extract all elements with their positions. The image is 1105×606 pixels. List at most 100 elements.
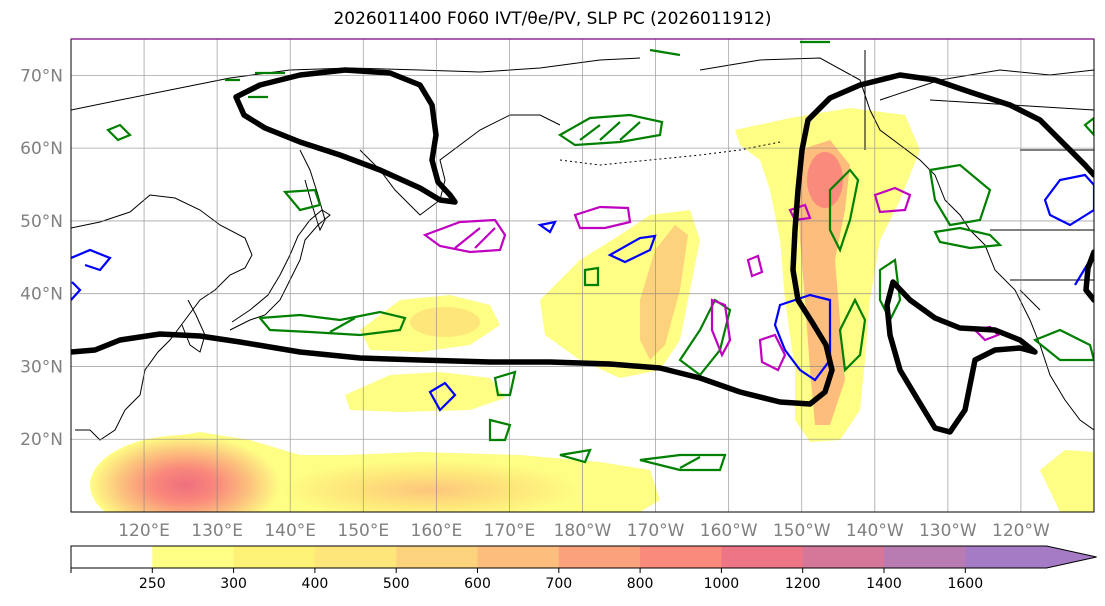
slp-pc-contour [71,72,1094,407]
sakhalin-coastline [299,149,326,232]
colorbar-segment [396,546,478,568]
pv-contour [873,186,912,214]
x-tick-label: 180°W [554,521,612,541]
colorbar [70,545,1097,569]
theta-e-contour [928,163,992,227]
colorbar-ticks: 250 300 400 500 600 700 800 1000 1200 1400 1600 [70,568,983,592]
theta-e-contour [678,298,732,377]
theta-e-contour [488,418,512,442]
x-tick-label: 160°E [411,521,463,541]
slp-pc-contour [1083,249,1094,303]
colorbar-tick-label: 400 [302,576,329,592]
ivt-shading [90,108,1094,512]
x-tick-label: 140°E [264,521,316,541]
colorbar-segment [71,546,153,568]
pv-contour [573,205,632,230]
japan-coastline [229,209,331,331]
y-tick-label: 30°N [20,357,63,377]
pv-contour [607,234,657,264]
theta-e-contour [583,266,600,287]
theta-e-contour [838,297,867,373]
theta-e-contour [225,71,285,99]
theta-e-contour [557,113,664,147]
theta-e-contour [639,453,727,472]
theta-e-contour [1032,328,1094,362]
theta-e-contour [282,188,322,212]
y-tick-label: 40°N [20,285,63,305]
colorbar-tick-label: 600 [464,576,491,592]
colorbar-tick-label: 500 [383,576,410,592]
colorbar-tick-label: 800 [627,576,654,592]
theta-e-contour [1083,116,1094,137]
y-axis-ticks: 20°N 30°N 40°N 50°N 60°N 70°N [20,66,63,450]
theta-e-contour [878,258,902,323]
theta-e-contour [933,226,1003,250]
coastlines [71,50,1094,441]
ivt-region-subtropical [280,460,580,512]
theta-e-contour [257,310,407,337]
x-tick-label: 130°W [919,521,977,541]
pv-blue-contours [71,173,1094,412]
colorbar-segment [477,546,560,568]
asia-coastline [71,194,253,441]
theta-e-contour [559,448,592,464]
theta-e-contour [649,40,830,57]
x-tick-label: 160°W [700,521,758,541]
slp-pc-contours [71,67,1094,435]
x-axis-ticks: 120°E 130°E 140°E 150°E 160°E 170°E 180°W 170°W… [118,521,1050,541]
siberia-coastline [71,57,641,111]
colorbar-segment [314,546,397,568]
colorbar-segment-extend [965,546,1097,568]
aleutian-islands [559,141,781,166]
y-tick-label: 20°N [20,430,63,450]
colorbar-outline [70,545,1097,569]
colorbar-segment [233,546,316,568]
pv-contour [428,381,457,412]
x-tick-label: 130°E [191,521,243,541]
ivt-core-west-pacific [90,435,280,512]
colorbar-segment [640,546,722,568]
pv-contour [1043,173,1094,227]
theta-e-contours [106,40,1094,472]
x-tick-label: 150°E [337,521,389,541]
ivt-core-gulf-of-alaska [798,140,850,425]
colorbar-segment [558,546,641,568]
pv-contour [746,254,764,278]
pv-contour [710,298,732,358]
ivt-region-east [1040,450,1094,512]
pv-contour [537,220,557,234]
colorbar-tick-label: 1600 [947,576,983,592]
colorbar-segment [152,546,235,568]
theta-e-contour [493,370,517,397]
korea-coastline [181,299,206,353]
grid [71,39,1094,512]
colorbar-tick-label: 1200 [785,576,821,592]
x-tick-label: 140°W [846,521,904,541]
ivt-peak-gulf-of-alaska [807,152,843,208]
colorbar-tick-label: 700 [545,576,572,592]
theta-e-contour [106,123,132,142]
y-tick-label: 60°N [20,139,63,159]
alaska-interior [879,69,1094,101]
colorbar-segment [721,546,804,568]
kamchatka-coastline [359,114,561,216]
alaska-coastline [699,57,1094,431]
chart-title: 2026011400 F060 IVT/θe/PV, SLP PC (20260… [333,9,772,29]
pv-contour [758,333,787,372]
ivt-core-tongue [640,225,688,360]
pv-contour [71,248,112,301]
colorbar-segment [884,546,966,568]
x-tick-label: 170°W [627,521,685,541]
x-tick-label: 120°W [992,521,1050,541]
y-tick-label: 50°N [20,212,63,232]
x-tick-label: 150°W [773,521,831,541]
ivt-region-subtropical-2 [345,372,505,412]
slp-pc-contour [233,67,458,205]
ivt-core-mid-pacific [410,307,480,337]
x-tick-label: 170°E [484,521,536,541]
y-tick-label: 70°N [20,66,63,86]
colorbar-tick-label: 1000 [704,576,740,592]
pv-contour [773,293,832,382]
colorbar-tick-label: 1400 [866,576,902,592]
theta-e-contour [828,168,860,253]
